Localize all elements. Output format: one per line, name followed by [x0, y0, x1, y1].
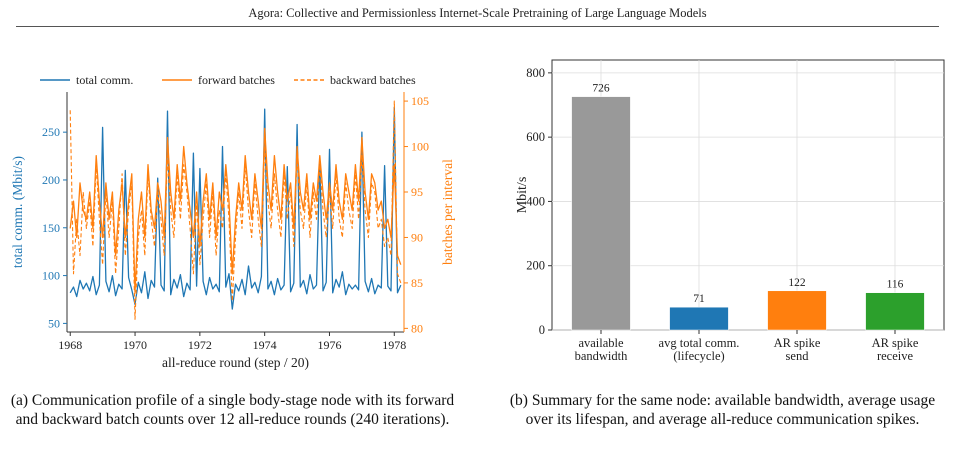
series-line-backward-batches — [69, 100, 402, 320]
x-tick-label: 1968 — [58, 338, 82, 352]
series-line-total-comm- — [69, 106, 402, 310]
bar — [767, 290, 827, 331]
bar-value-label: 71 — [693, 293, 705, 305]
bar — [669, 306, 729, 331]
y-axis-label: Mbit/s — [515, 177, 530, 214]
y-left-tick-label: 50 — [48, 316, 60, 330]
y-tick-label: 200 — [526, 259, 545, 273]
header-rule — [16, 26, 939, 27]
x-tick-label: AR spike — [872, 336, 919, 350]
running-header: Agora: Collective and Permissionless Int… — [248, 6, 707, 20]
y-left-tick-label: 200 — [42, 173, 60, 187]
bar-value-label: 116 — [887, 279, 904, 291]
x-tick-label: 1970 — [123, 338, 147, 352]
y-tick-label: 400 — [526, 194, 545, 208]
x-tick-label: (lifecycle) — [673, 349, 724, 363]
x-tick-label: avg total comm. — [659, 336, 740, 350]
y-right-tick-label: 95 — [411, 185, 423, 199]
x-tick-label: 1972 — [188, 338, 212, 352]
y-right-tick-label: 105 — [411, 94, 429, 108]
caption-a: (a) Communication profile of a single bo… — [10, 392, 455, 428]
x-tick-label: 1978 — [382, 338, 406, 352]
bar-value-label: 122 — [788, 277, 806, 289]
x-tick-label: 1976 — [317, 338, 341, 352]
x-tick-label: available — [578, 336, 624, 350]
y-right-tick-label: 85 — [411, 276, 423, 290]
y-right-axis-label: batches per interval — [440, 159, 455, 265]
y-left-tick-label: 100 — [42, 269, 60, 283]
y-right-tick-label: 90 — [411, 230, 423, 244]
bar — [571, 96, 631, 331]
x-tick-label: send — [786, 349, 810, 363]
x-tick-label: bandwidth — [575, 349, 629, 363]
x-axis-label: all-reduce round (step / 20) — [162, 355, 309, 370]
bar — [865, 292, 925, 331]
y-right-tick-label: 80 — [411, 321, 423, 335]
y-left-tick-label: 150 — [42, 221, 60, 235]
y-left-axis-label: total comm. (Mbit/s) — [10, 156, 25, 268]
x-tick-label: receive — [877, 349, 914, 363]
bar-value-label: 726 — [592, 83, 610, 95]
y-right-tick-label: 100 — [411, 140, 429, 154]
legend-label: total comm. — [76, 73, 133, 87]
legend-label: backward batches — [330, 73, 416, 87]
y-left-tick-label: 250 — [42, 125, 60, 139]
legend-label: forward batches — [198, 73, 275, 87]
caption-b: (b) Summary for the same node: available… — [509, 392, 936, 428]
x-tick-label: 1974 — [253, 338, 277, 352]
series-line-forward-batches — [69, 127, 402, 293]
y-tick-label: 0 — [539, 323, 545, 337]
y-tick-label: 600 — [526, 130, 545, 144]
y-tick-label: 800 — [526, 66, 545, 80]
x-tick-label: AR spike — [774, 336, 821, 350]
